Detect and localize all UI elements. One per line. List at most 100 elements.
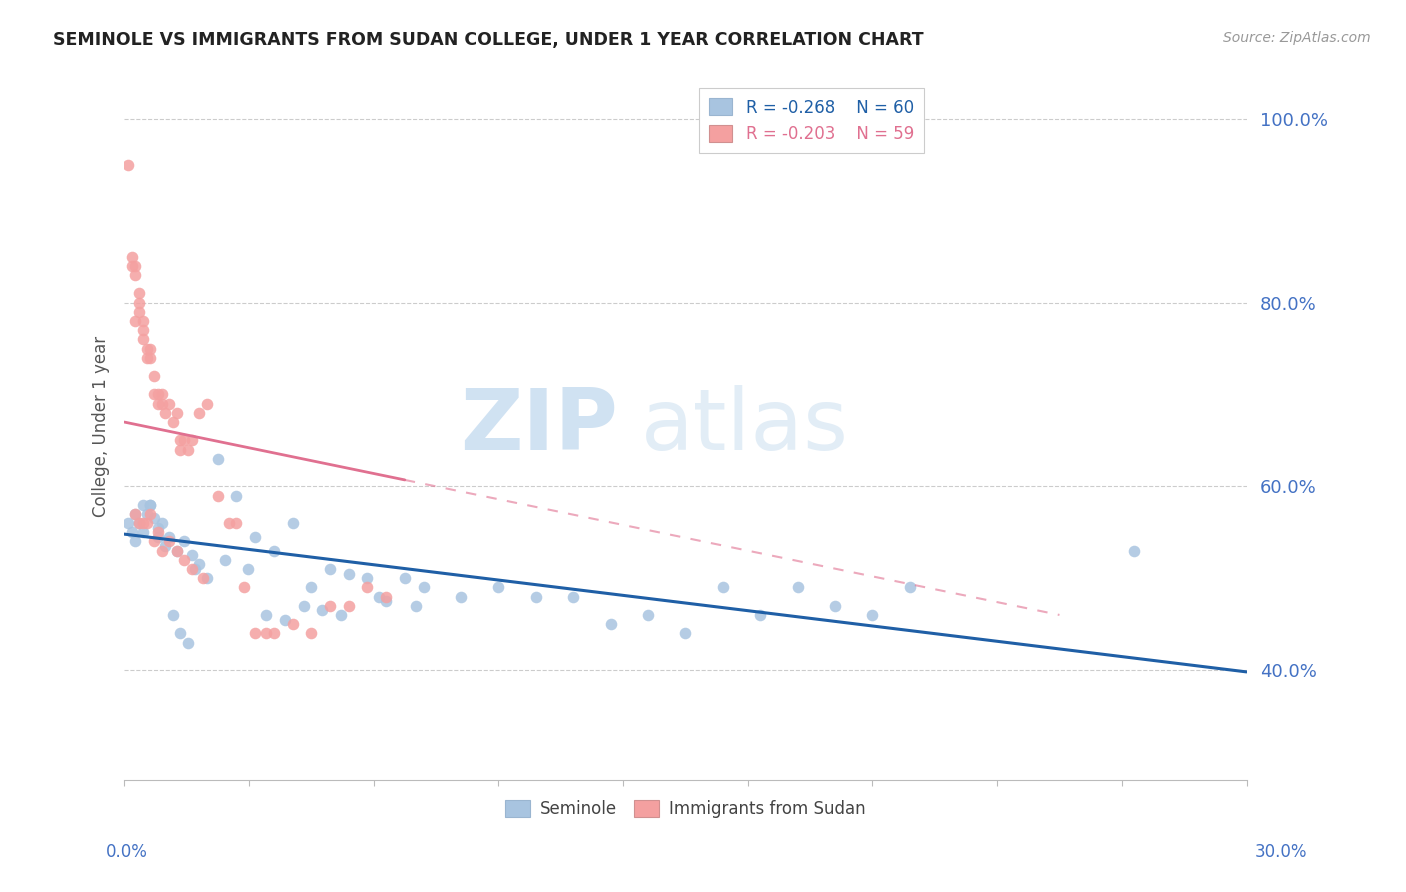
Point: [146, 530, 169, 544]
Point: [124, 507, 146, 521]
Point: [150, 387, 173, 401]
Point: [124, 507, 146, 521]
Point: [862, 607, 884, 622]
Point: [143, 511, 166, 525]
Point: [155, 406, 177, 420]
Point: [599, 617, 621, 632]
Point: [121, 250, 143, 264]
Point: [319, 562, 342, 576]
Point: [281, 617, 304, 632]
Point: [128, 295, 150, 310]
Point: [169, 434, 191, 448]
Point: [188, 558, 211, 572]
Point: [319, 599, 342, 613]
Legend: Seminole, Immigrants from Sudan: Seminole, Immigrants from Sudan: [499, 794, 872, 825]
Point: [177, 635, 200, 649]
Point: [150, 397, 173, 411]
Point: [128, 286, 150, 301]
Point: [299, 626, 322, 640]
Point: [146, 397, 169, 411]
Point: [824, 599, 846, 613]
Point: [274, 613, 297, 627]
Point: [124, 314, 146, 328]
Point: [139, 342, 162, 356]
Point: [169, 626, 191, 640]
Point: [375, 590, 398, 604]
Point: [405, 599, 427, 613]
Point: [132, 516, 155, 530]
Point: [139, 507, 162, 521]
Point: [299, 581, 322, 595]
Point: [263, 626, 285, 640]
Point: [225, 516, 247, 530]
Point: [562, 590, 585, 604]
Point: [157, 530, 180, 544]
Point: [173, 434, 195, 448]
Point: [139, 351, 162, 365]
Point: [155, 539, 177, 553]
Point: [162, 607, 184, 622]
Point: [121, 525, 143, 540]
Point: [337, 566, 360, 581]
Point: [132, 314, 155, 328]
Point: [180, 548, 202, 562]
Point: [173, 534, 195, 549]
Point: [157, 534, 180, 549]
Point: [311, 603, 333, 617]
Point: [157, 397, 180, 411]
Point: [195, 571, 218, 585]
Point: [207, 451, 229, 466]
Point: [166, 406, 188, 420]
Point: [218, 516, 240, 530]
Point: [180, 434, 202, 448]
Point: [232, 581, 254, 595]
Point: [128, 516, 150, 530]
Point: [375, 594, 398, 608]
Point: [356, 571, 378, 585]
Point: [139, 498, 162, 512]
Point: [124, 268, 146, 282]
Point: [207, 489, 229, 503]
Point: [117, 516, 139, 530]
Point: [524, 590, 547, 604]
Point: [180, 562, 202, 576]
Point: [450, 590, 472, 604]
Point: [124, 534, 146, 549]
Point: [254, 626, 277, 640]
Point: [337, 599, 360, 613]
Point: [214, 553, 236, 567]
Point: [117, 158, 139, 172]
Point: [281, 516, 304, 530]
Point: [225, 489, 247, 503]
Point: [236, 562, 259, 576]
Point: [637, 607, 659, 622]
Text: 30.0%: 30.0%: [1256, 843, 1308, 861]
Point: [673, 626, 696, 640]
Point: [184, 562, 207, 576]
Point: [132, 498, 155, 512]
Point: [135, 342, 157, 356]
Point: [139, 498, 162, 512]
Point: [166, 543, 188, 558]
Point: [243, 626, 266, 640]
Point: [711, 581, 734, 595]
Point: [1123, 543, 1146, 558]
Point: [128, 516, 150, 530]
Point: [367, 590, 389, 604]
Point: [143, 534, 166, 549]
Point: [135, 516, 157, 530]
Point: [132, 332, 155, 346]
Point: [254, 607, 277, 622]
Point: [124, 259, 146, 273]
Point: [263, 543, 285, 558]
Point: [188, 406, 211, 420]
Point: [150, 516, 173, 530]
Point: [330, 607, 353, 622]
Point: [195, 397, 218, 411]
Point: [292, 599, 315, 613]
Point: [128, 305, 150, 319]
Point: [243, 530, 266, 544]
Point: [173, 553, 195, 567]
Point: [135, 507, 157, 521]
Point: [143, 369, 166, 384]
